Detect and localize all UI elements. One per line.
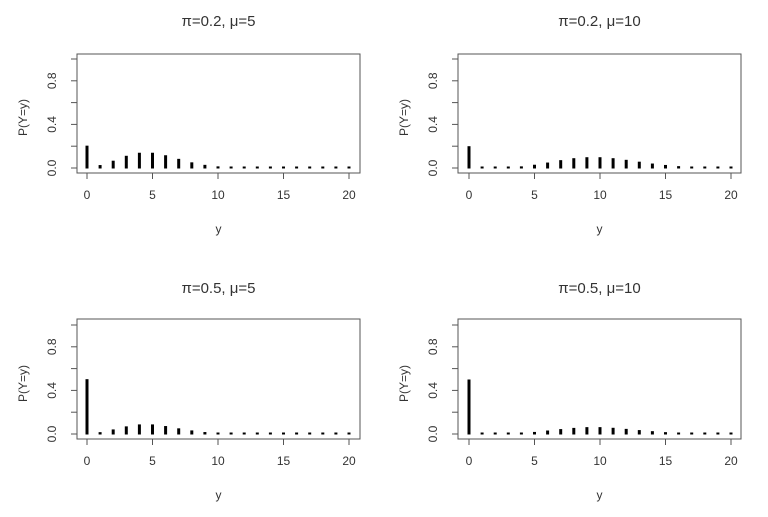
- y-axis-label: P(Y=y): [16, 365, 30, 402]
- x-axis: 0 5 10 15 20: [84, 439, 356, 468]
- x-axis-label: y: [597, 222, 603, 236]
- x-tick-label: 10: [593, 188, 607, 202]
- panel-4: π=0.5, μ=10 0 5 10 15 20 y 0.0 0.4 0.8 P(Y=y): [397, 280, 742, 502]
- spikes: [467, 146, 733, 169]
- y-tick-label: 0.4: [426, 116, 440, 133]
- panel-title: π=0.5, μ=10: [558, 280, 640, 297]
- y-tick-label: 0.4: [426, 382, 440, 399]
- panel-title: π=0.5, μ=5: [181, 280, 255, 297]
- y-axis-label: P(Y=y): [397, 365, 411, 402]
- panel-title: π=0.2, μ=5: [181, 13, 255, 30]
- x-axis: 0 5 10 15 20: [466, 439, 738, 468]
- x-tick-label: 20: [342, 454, 356, 468]
- x-tick-label: 0: [84, 188, 91, 202]
- x-tick-label: 20: [724, 188, 738, 202]
- x-tick-label: 0: [466, 188, 473, 202]
- y-tick-label: 0.0: [426, 159, 440, 176]
- plot-box: [457, 53, 742, 174]
- y-tick-label: 0.4: [45, 116, 59, 133]
- y-tick-label: 0.8: [45, 72, 59, 89]
- panel-3: π=0.5, μ=5 0 5 10 15 20 y 0.0 0.4 0.8 P(Y=y): [16, 280, 361, 502]
- x-tick-label: 10: [593, 454, 607, 468]
- y-axis: 0.0 0.4 0.8: [426, 324, 458, 442]
- spikes: [85, 145, 351, 169]
- x-tick-label: 5: [149, 454, 156, 468]
- x-tick-label: 10: [211, 188, 225, 202]
- spikes: [467, 379, 733, 435]
- panel-1: π=0.2, μ=5 0 5 10 15 20 y 0.0 0.4 0.8 P(Y=y): [16, 13, 361, 236]
- y-tick-label: 0.8: [426, 72, 440, 89]
- x-tick-label: 0: [84, 454, 91, 468]
- panel-2: π=0.2, μ=10 0 5 10 15 20 y 0.0 0.4 0.8 P(Y=y): [397, 13, 742, 236]
- x-tick-label: 10: [211, 454, 225, 468]
- y-axis-label: P(Y=y): [397, 99, 411, 136]
- y-tick-label: 0.8: [426, 338, 440, 355]
- x-axis-label: y: [216, 488, 222, 502]
- y-tick-label: 0.4: [45, 382, 59, 399]
- x-tick-label: 20: [342, 188, 356, 202]
- x-tick-label: 5: [531, 188, 538, 202]
- plot-box: [76, 53, 361, 174]
- y-tick-label: 0.0: [45, 425, 59, 442]
- y-axis: 0.0 0.4 0.8: [426, 58, 458, 176]
- panel-title: π=0.2, μ=10: [558, 13, 640, 30]
- x-tick-label: 15: [277, 188, 291, 202]
- x-tick-label: 0: [466, 454, 473, 468]
- x-tick-label: 15: [659, 454, 673, 468]
- x-axis-label: y: [597, 488, 603, 502]
- y-tick-label: 0.0: [426, 425, 440, 442]
- y-axis-label: P(Y=y): [16, 99, 30, 136]
- spikes: [85, 379, 351, 435]
- x-tick-label: 5: [149, 188, 156, 202]
- x-tick-label: 15: [277, 454, 291, 468]
- x-tick-label: 15: [659, 188, 673, 202]
- x-axis: 0 5 10 15 20: [84, 173, 356, 202]
- plot-box: [76, 318, 361, 440]
- plot-box: [457, 318, 742, 440]
- x-axis-label: y: [216, 222, 222, 236]
- y-axis: 0.0 0.4 0.8: [45, 58, 77, 176]
- y-tick-label: 0.8: [45, 338, 59, 355]
- x-tick-label: 5: [531, 454, 538, 468]
- x-tick-label: 20: [724, 454, 738, 468]
- y-axis: 0.0 0.4 0.8: [45, 324, 77, 442]
- x-axis: 0 5 10 15 20: [466, 173, 738, 202]
- y-tick-label: 0.0: [45, 159, 59, 176]
